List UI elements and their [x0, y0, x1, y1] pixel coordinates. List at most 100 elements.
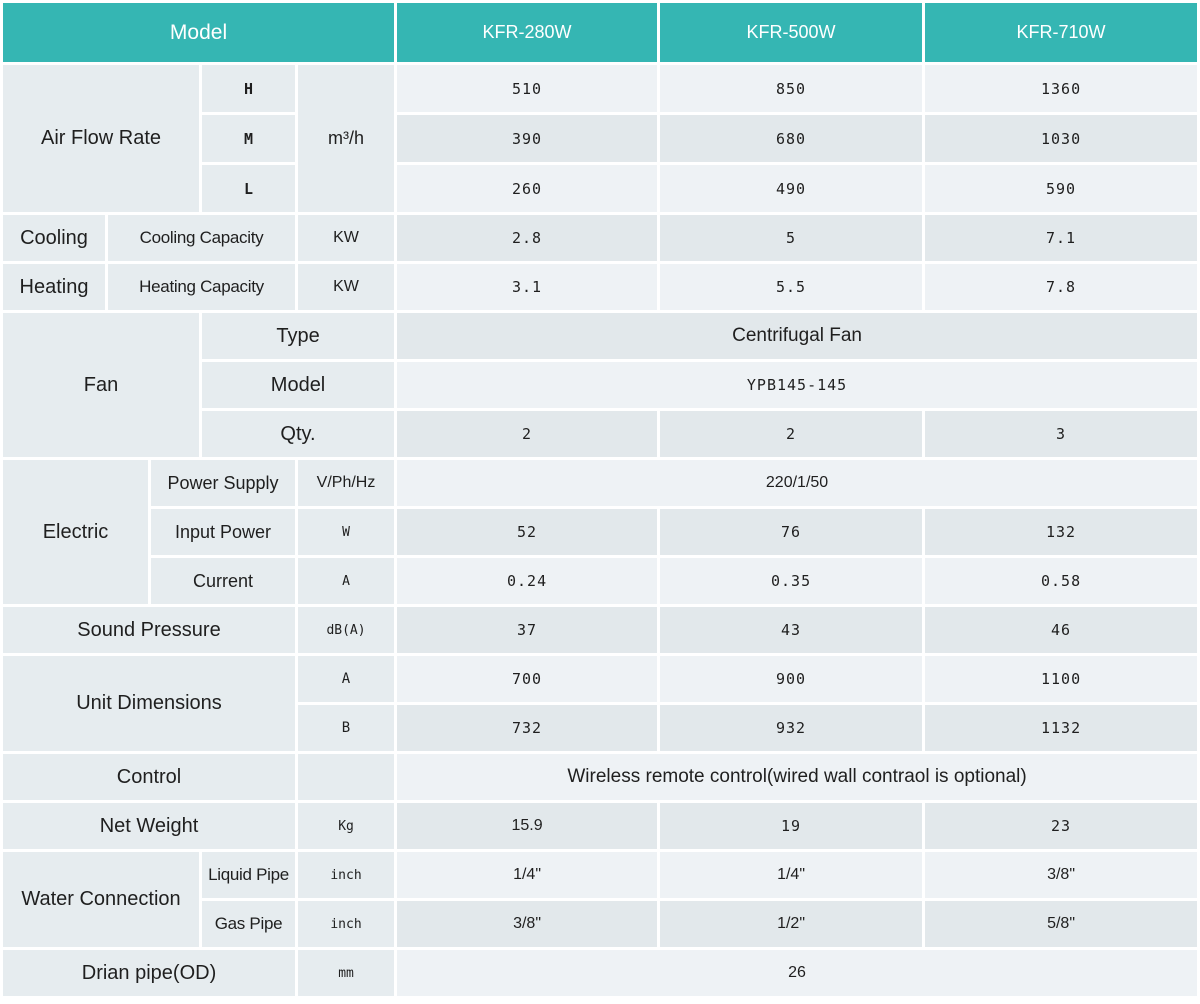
gas-pipe-value-2: 1/2"	[660, 901, 923, 947]
dimension-a-sub: A	[298, 656, 395, 702]
airflow-level-l: L	[202, 165, 295, 212]
liquid-pipe-unit: inch	[298, 852, 395, 898]
header-model-label: Model	[3, 3, 395, 62]
fan-model-value: YPB145-145	[397, 362, 1198, 408]
label-gas-pipe: Gas Pipe	[202, 901, 295, 947]
control-unit-cell-empty	[298, 754, 395, 800]
label-power-supply: Power Supply	[151, 460, 295, 506]
label-cooling: Cooling	[3, 215, 105, 261]
net-weight-unit: Kg	[298, 803, 395, 849]
label-current: Current	[151, 558, 295, 604]
row-cooling: Cooling Cooling Capacity KW 2.8 5 7.1	[3, 215, 1198, 261]
row-drain-pipe: Drian pipe(OD) mm 26	[3, 950, 1198, 996]
current-value-1: 0.24	[397, 558, 658, 604]
header-model-kfr-710w: KFR-710W	[925, 3, 1198, 62]
row-sound-pressure: Sound Pressure dB(A) 37 43 46	[3, 607, 1198, 653]
liquid-pipe-value-3: 3/8"	[925, 852, 1198, 898]
label-control: Control	[3, 754, 295, 800]
gas-pipe-value-1: 3/8"	[397, 901, 658, 947]
airflow-level-m: M	[202, 115, 295, 162]
label-fan: Fan	[3, 313, 199, 457]
gas-pipe-value-3: 5/8"	[925, 901, 1198, 947]
row-dimension-b: B 732 932 1132	[3, 705, 1198, 751]
header-model-kfr-280w: KFR-280W	[397, 3, 658, 62]
dimension-a-value-3: 1100	[925, 656, 1198, 702]
row-fan-type: Fan Type Centrifugal Fan	[3, 313, 1198, 457]
airflow-m-value-3: 1030	[925, 115, 1198, 162]
label-water-connection: Water Connection	[3, 852, 199, 947]
liquid-pipe-value-1: 1/4"	[397, 852, 658, 898]
header-row: Model KFR-280W KFR-500W KFR-710W	[3, 3, 1198, 62]
input-power-value-1: 52	[397, 509, 658, 555]
power-supply-unit: V/Ph/Hz	[298, 460, 395, 506]
airflow-h-value-3: 1360	[925, 65, 1198, 112]
airflow-level-h: H	[202, 65, 295, 112]
power-supply-value: 220/1/50	[397, 460, 1198, 506]
drain-pipe-value: 26	[397, 950, 1198, 996]
cooling-unit: KW	[298, 215, 395, 261]
airflow-m-value-1: 390	[397, 115, 658, 162]
current-value-3: 0.58	[925, 558, 1198, 604]
row-power-supply: Electric Power Supply V/Ph/Hz 220/1/50	[3, 460, 1198, 604]
label-cooling-capacity: Cooling Capacity	[108, 215, 295, 261]
heating-value-3: 7.8	[925, 264, 1198, 310]
fan-qty-value-3: 3	[925, 411, 1198, 457]
current-value-2: 0.35	[660, 558, 923, 604]
label-net-weight: Net Weight	[3, 803, 295, 849]
sound-pressure-value-2: 43	[660, 607, 923, 653]
dimension-a-value-2: 900	[660, 656, 923, 702]
airflow-l-value-3: 590	[925, 165, 1198, 212]
airflow-l-value-2: 490	[660, 165, 923, 212]
net-weight-value-3: 23	[925, 803, 1198, 849]
cooling-value-2: 5	[660, 215, 923, 261]
airflow-m-value-2: 680	[660, 115, 923, 162]
dimension-a-value-1: 700	[397, 656, 658, 702]
label-heating: Heating	[3, 264, 105, 310]
airflow-h-value-1: 510	[397, 65, 658, 112]
cooling-value-1: 2.8	[397, 215, 658, 261]
dimension-b-value-1: 732	[397, 705, 658, 751]
label-input-power: Input Power	[151, 509, 295, 555]
row-current: Current A 0.24 0.35 0.58	[3, 558, 1198, 604]
label-drain-pipe: Drian pipe(OD)	[3, 950, 295, 996]
net-weight-value-1: 15.9	[397, 803, 658, 849]
heating-value-2: 5.5	[660, 264, 923, 310]
fan-qty-value-1: 2	[397, 411, 658, 457]
heating-unit: KW	[298, 264, 395, 310]
label-fan-type: Type	[202, 313, 395, 359]
drain-pipe-unit: mm	[298, 950, 395, 996]
sound-pressure-value-1: 37	[397, 607, 658, 653]
row-net-weight: Net Weight Kg 15.9 19 23	[3, 803, 1198, 849]
row-airflow-l: L 260 490 590	[3, 165, 1198, 212]
sound-pressure-unit: dB(A)	[298, 607, 395, 653]
airflow-l-value-1: 260	[397, 165, 658, 212]
row-fan-qty: Qty. 2 2 3	[3, 411, 1198, 457]
label-sound-pressure: Sound Pressure	[3, 607, 295, 653]
label-air-flow-rate: Air Flow Rate	[3, 65, 199, 212]
header-model-kfr-500w: KFR-500W	[660, 3, 923, 62]
label-fan-qty: Qty.	[202, 411, 395, 457]
label-unit-dimensions: Unit Dimensions	[3, 656, 295, 751]
heating-value-1: 3.1	[397, 264, 658, 310]
current-unit: A	[298, 558, 395, 604]
row-liquid-pipe: Water Connection Liquid Pipe inch 1/4" 1…	[3, 852, 1198, 947]
label-electric: Electric	[3, 460, 148, 604]
gas-pipe-unit: inch	[298, 901, 395, 947]
row-gas-pipe: Gas Pipe inch 3/8" 1/2" 5/8"	[3, 901, 1198, 947]
label-heating-capacity: Heating Capacity	[108, 264, 295, 310]
row-input-power: Input Power W 52 76 132	[3, 509, 1198, 555]
label-liquid-pipe: Liquid Pipe	[202, 852, 295, 898]
row-airflow-m: M 390 680 1030	[3, 115, 1198, 162]
row-fan-model: Model YPB145-145	[3, 362, 1198, 408]
dimension-b-value-3: 1132	[925, 705, 1198, 751]
airflow-unit: m³/h	[298, 65, 395, 212]
cooling-value-3: 7.1	[925, 215, 1198, 261]
label-fan-model: Model	[202, 362, 395, 408]
control-value: Wireless remote control(wired wall contr…	[397, 754, 1198, 800]
row-airflow-h: Air Flow Rate H m³/h 510 850 1360	[3, 65, 1198, 212]
liquid-pipe-value-2: 1/4"	[660, 852, 923, 898]
fan-type-value: Centrifugal Fan	[397, 313, 1198, 359]
sound-pressure-value-3: 46	[925, 607, 1198, 653]
dimension-b-value-2: 932	[660, 705, 923, 751]
